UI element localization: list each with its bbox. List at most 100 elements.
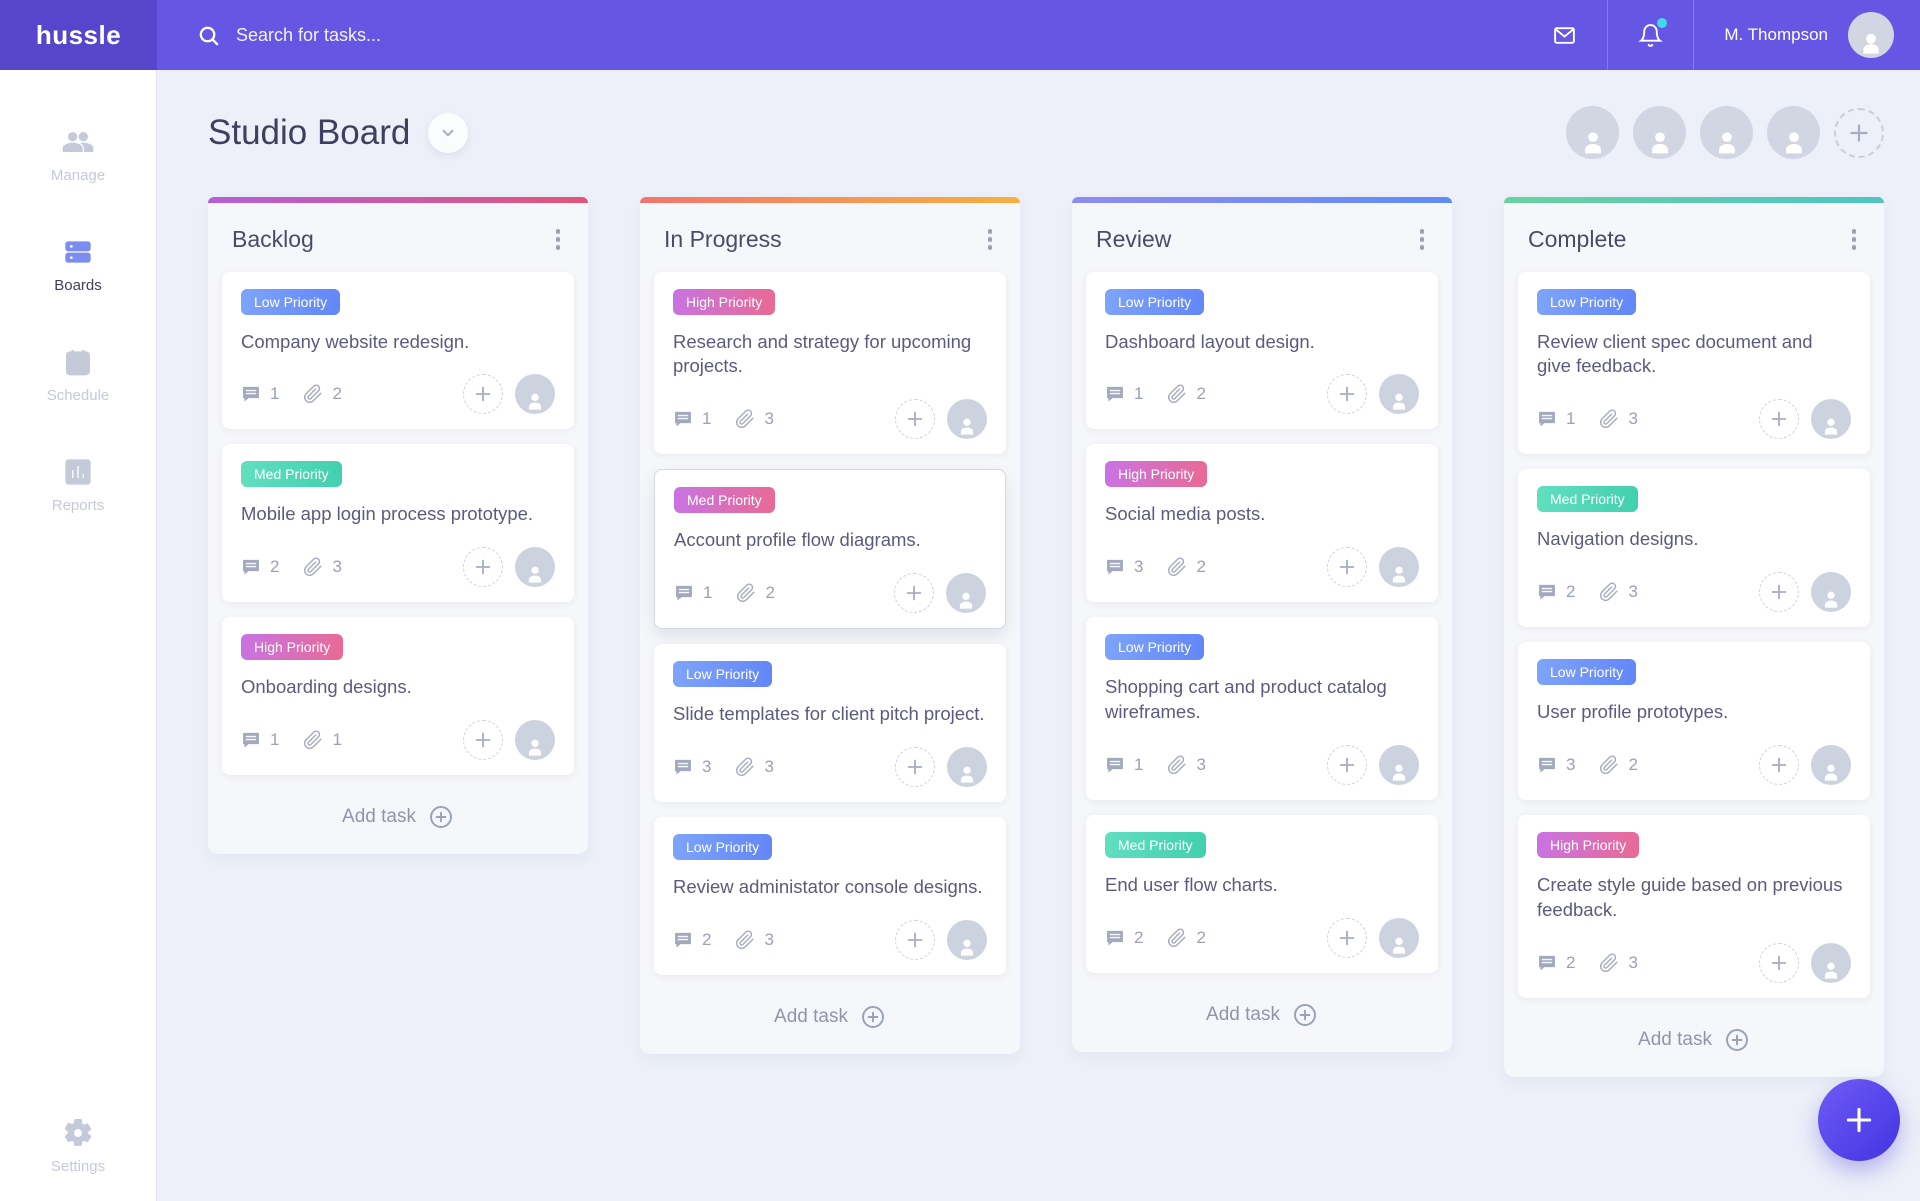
task-card[interactable]: Low Priority User profile prototypes. 3 … <box>1518 642 1870 801</box>
column-title: Complete <box>1528 225 1627 252</box>
assign-button[interactable] <box>1759 943 1799 984</box>
comments-count: 2 <box>673 930 711 950</box>
assignee-avatar[interactable] <box>947 747 987 788</box>
sidebar-item-manage[interactable]: Manage <box>51 126 105 184</box>
column-menu-button[interactable] <box>1848 225 1861 254</box>
person-icon <box>1584 132 1601 154</box>
add-task-button[interactable]: Add task <box>640 990 1020 1054</box>
assign-button[interactable] <box>1327 918 1367 959</box>
calendar-icon <box>66 350 90 376</box>
assign-button[interactable] <box>895 747 935 788</box>
person-icon <box>1718 132 1735 154</box>
assign-button[interactable] <box>1327 745 1367 786</box>
search-input[interactable] <box>236 24 836 46</box>
member-avatar[interactable] <box>1633 106 1686 159</box>
add-task-button[interactable]: Add task <box>208 790 588 854</box>
attachments-count: 3 <box>1167 755 1206 775</box>
column-title: In Progress <box>664 225 782 252</box>
task-card[interactable]: High Priority Research and strategy for … <box>654 271 1006 455</box>
assignee-avatar[interactable] <box>1379 918 1419 959</box>
task-title: Account profile flow diagrams. <box>674 529 921 551</box>
assignee-avatar[interactable] <box>515 374 555 415</box>
sidebar-item-schedule[interactable]: Schedule <box>47 346 109 404</box>
priority-badge: Low Priority <box>241 288 341 315</box>
plus-icon <box>475 733 491 748</box>
add-task-button[interactable]: Add task <box>1072 988 1452 1052</box>
task-card[interactable]: Low Priority Dashboard layout design. 1 … <box>1086 271 1438 430</box>
assignee-avatar[interactable] <box>1811 572 1851 613</box>
assign-button[interactable] <box>894 573 934 614</box>
column-menu-button[interactable] <box>984 225 997 254</box>
assignee-avatar[interactable] <box>947 399 987 440</box>
assignee-avatar[interactable] <box>1379 547 1419 588</box>
add-task-label: Add task <box>342 806 416 828</box>
paperclip-icon <box>1168 384 1187 404</box>
add-member-button[interactable] <box>1834 107 1884 158</box>
task-card[interactable]: Low Priority Slide templates for client … <box>654 644 1006 803</box>
assignee-avatar[interactable] <box>515 720 555 761</box>
comment-icon <box>243 733 259 748</box>
assign-button[interactable] <box>1327 374 1367 415</box>
assign-button[interactable] <box>463 547 503 588</box>
plus-icon <box>1850 123 1868 142</box>
assign-button[interactable] <box>1759 572 1799 613</box>
sidebar-item-settings[interactable]: Settings <box>51 1117 105 1175</box>
attachments-count: 3 <box>735 409 774 429</box>
task-card[interactable]: High Priority Create style guide based o… <box>1518 815 1870 999</box>
member-avatar[interactable] <box>1767 106 1820 159</box>
assignee-avatar[interactable] <box>947 920 987 961</box>
member-avatar[interactable] <box>1566 106 1619 159</box>
task-card[interactable]: Med Priority Navigation designs. 2 3 <box>1518 469 1870 628</box>
assign-button[interactable] <box>463 374 503 415</box>
app-logo[interactable]: hussle <box>0 0 157 70</box>
assignee-avatar[interactable] <box>946 573 986 614</box>
notifications-button[interactable] <box>1607 0 1693 70</box>
column-accent-bar <box>208 197 588 203</box>
top-navbar: hussle M. Thompson <box>0 0 1920 70</box>
column-menu-button[interactable] <box>552 225 565 254</box>
task-card[interactable]: Low Priority Shopping cart and product c… <box>1086 617 1438 801</box>
task-card[interactable]: Low Priority Review client spec document… <box>1518 271 1870 455</box>
paperclip-icon <box>1168 928 1187 948</box>
assign-button[interactable] <box>1759 399 1799 440</box>
attachments-count: 2 <box>1599 755 1638 775</box>
assign-button[interactable] <box>1327 547 1367 588</box>
task-card[interactable]: Med Priority Mobile app login process pr… <box>222 444 574 603</box>
assign-button[interactable] <box>895 399 935 440</box>
mail-icon <box>1554 26 1575 44</box>
task-title: Create style guide based on previous fee… <box>1537 874 1843 921</box>
task-card[interactable]: Med Priority End user flow charts. 2 2 <box>1086 815 1438 974</box>
add-task-label: Add task <box>774 1006 848 1028</box>
member-avatar[interactable] <box>1700 106 1753 159</box>
task-card[interactable]: Low Priority Review administator console… <box>654 817 1006 976</box>
user-avatar[interactable] <box>1848 12 1894 58</box>
priority-badge: Low Priority <box>1105 288 1205 315</box>
board-dropdown-button[interactable] <box>428 112 469 153</box>
assignee-avatar[interactable] <box>1379 374 1419 415</box>
task-title: User profile prototypes. <box>1537 701 1729 723</box>
assignee-avatar[interactable] <box>1811 745 1851 786</box>
person-icon <box>960 767 974 784</box>
task-card[interactable]: High Priority Social media posts. 3 2 <box>1086 444 1438 603</box>
add-task-button[interactable]: Add task <box>1504 1013 1884 1077</box>
task-card[interactable]: Low Priority Company website redesign. 1… <box>222 271 574 430</box>
assign-button[interactable] <box>1759 745 1799 786</box>
plus-icon <box>1846 1107 1872 1133</box>
assignee-avatar[interactable] <box>1811 943 1851 984</box>
messages-button[interactable] <box>1521 0 1607 70</box>
assign-button[interactable] <box>895 920 935 961</box>
assignee-avatar[interactable] <box>1379 745 1419 786</box>
sidebar-item-boards[interactable]: Boards <box>54 236 102 294</box>
circled-plus-icon <box>862 1006 884 1029</box>
priority-badge: High Priority <box>1105 461 1208 488</box>
task-card[interactable]: Med Priority Account profile flow diagra… <box>654 469 1006 630</box>
assign-button[interactable] <box>463 720 503 761</box>
assignee-avatar[interactable] <box>1811 399 1851 440</box>
assignee-avatar[interactable] <box>515 547 555 588</box>
task-card[interactable]: High Priority Onboarding designs. 1 1 <box>222 617 574 776</box>
column-menu-button[interactable] <box>1416 225 1429 254</box>
add-card-fab[interactable] <box>1818 1079 1900 1161</box>
plus-icon <box>475 560 491 575</box>
sidebar-item-reports[interactable]: Reports <box>52 456 104 514</box>
comments-count: 1 <box>1105 384 1143 404</box>
